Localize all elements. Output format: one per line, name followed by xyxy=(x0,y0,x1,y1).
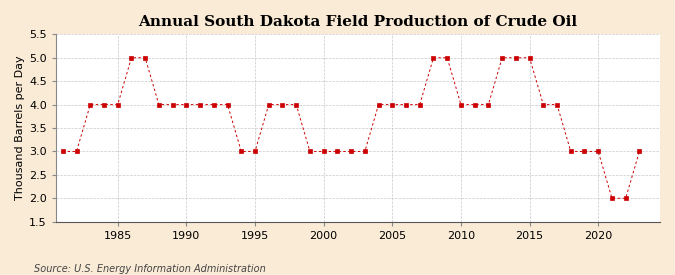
Title: Annual South Dakota Field Production of Crude Oil: Annual South Dakota Field Production of … xyxy=(138,15,578,29)
Text: Source: U.S. Energy Information Administration: Source: U.S. Energy Information Administ… xyxy=(34,264,265,274)
Y-axis label: Thousand Barrels per Day: Thousand Barrels per Day xyxy=(15,56,25,200)
